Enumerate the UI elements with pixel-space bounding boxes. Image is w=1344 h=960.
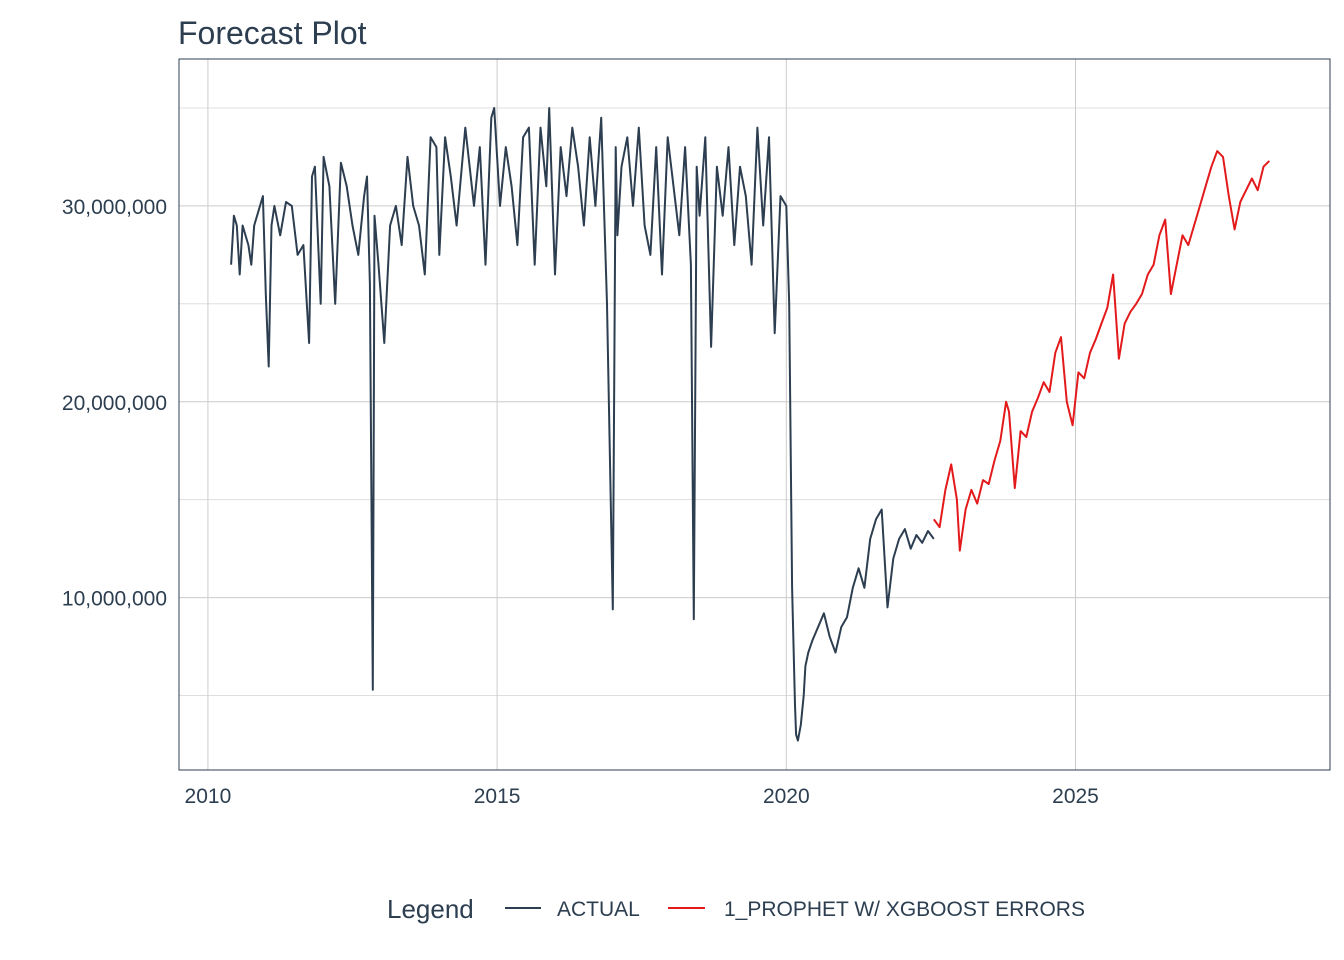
legend-title: Legend [387,894,474,924]
grid-lines [179,59,1330,770]
panel-border [178,58,1331,771]
y-axis-ticks: 10,000,000 20,000,000 30,000,000 [62,196,167,611]
y-tick-label: 10,000,000 [62,588,167,611]
x-tick-label: 2025 [1052,785,1099,808]
legend: Legend ACTUAL 1_PROPHET W/ XGBOOST ERROR… [387,894,1085,924]
legend-label-actual: ACTUAL [557,898,640,921]
x-tick-label: 2015 [474,785,521,808]
chart-title: Forecast Plot [178,15,367,51]
series-line-0 [230,107,935,742]
series-line-1 [932,150,1271,552]
y-tick-label: 30,000,000 [62,196,167,219]
legend-label-forecast: 1_PROPHET W/ XGBOOST ERRORS [724,898,1085,921]
series-layer [230,107,1271,742]
x-axis-ticks: 2010 2015 2020 2025 [185,785,1099,808]
x-tick-label: 2020 [763,785,810,808]
y-tick-label: 20,000,000 [62,392,167,415]
x-tick-label: 2010 [185,785,232,808]
